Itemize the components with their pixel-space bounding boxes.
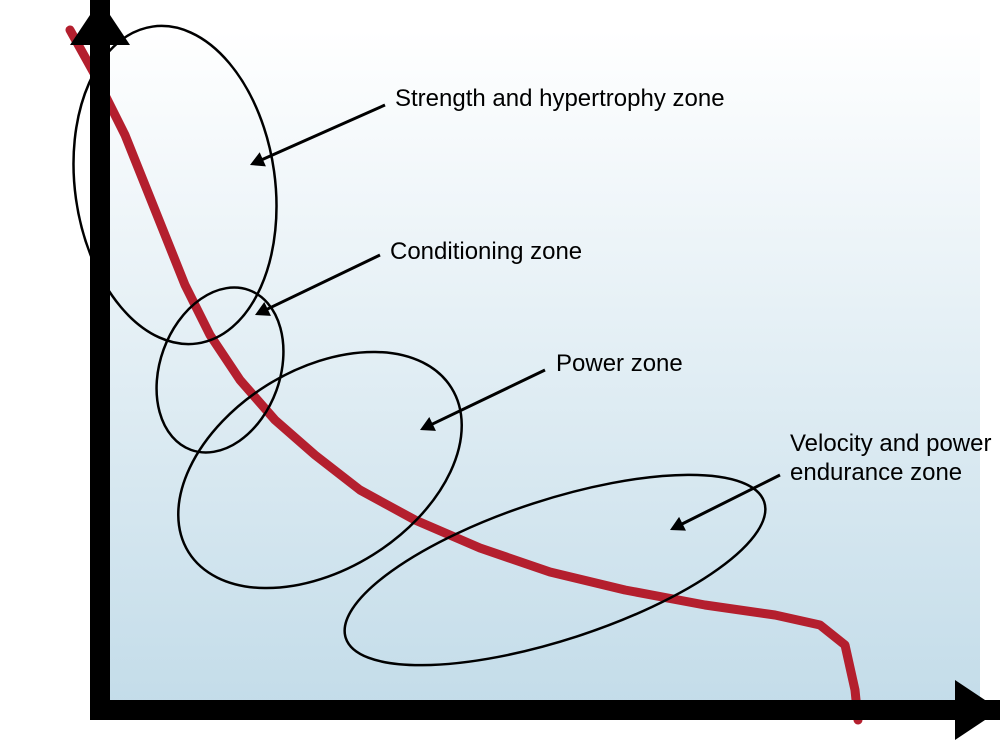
- label-strength: Strength and hypertrophy zone: [395, 85, 725, 114]
- label-velocity: Velocity and power endurance zone: [790, 430, 991, 488]
- label-power: Power zone: [556, 350, 683, 379]
- y-axis-arrowhead: [70, 0, 130, 45]
- label-conditioning: Conditioning zone: [390, 238, 582, 267]
